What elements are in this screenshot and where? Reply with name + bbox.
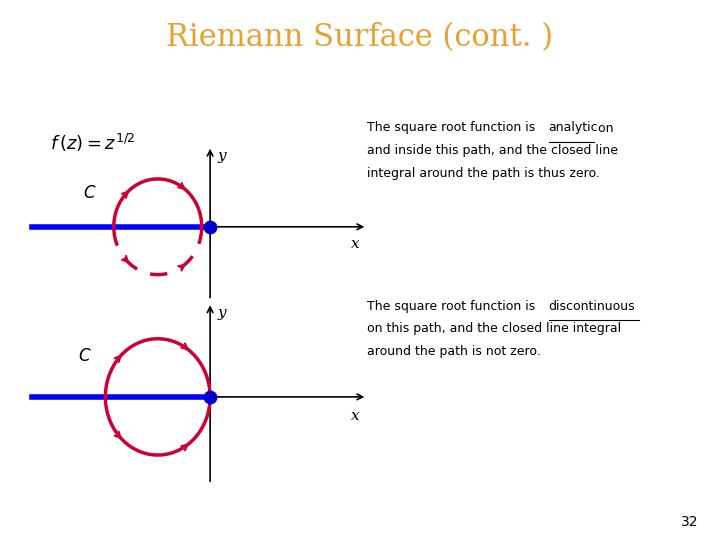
Text: x: x (351, 409, 360, 423)
Text: around the path is not zero.: around the path is not zero. (367, 345, 541, 358)
Text: y: y (217, 150, 226, 164)
Text: discontinuous: discontinuous (549, 300, 635, 313)
Text: Riemann Surface (cont. ): Riemann Surface (cont. ) (166, 22, 554, 52)
Text: 32: 32 (681, 515, 698, 529)
Text: y: y (217, 306, 226, 320)
Text: $C$: $C$ (78, 348, 91, 366)
Text: $f\,(z)=z^{1/2}$: $f\,(z)=z^{1/2}$ (50, 132, 136, 154)
Point (204, 222, 216, 231)
Text: analytic: analytic (549, 122, 598, 134)
Text: on: on (594, 122, 613, 134)
Text: The square root function is: The square root function is (367, 122, 539, 134)
Text: $C$: $C$ (83, 185, 96, 202)
Point (204, 393, 216, 401)
Text: x: x (351, 238, 360, 251)
Text: on this path, and the closed line integral: on this path, and the closed line integr… (367, 322, 621, 335)
Text: and inside this path, and the closed line: and inside this path, and the closed lin… (367, 144, 618, 157)
Text: integral around the path is thus zero.: integral around the path is thus zero. (367, 167, 600, 180)
Text: The square root function is: The square root function is (367, 300, 539, 313)
